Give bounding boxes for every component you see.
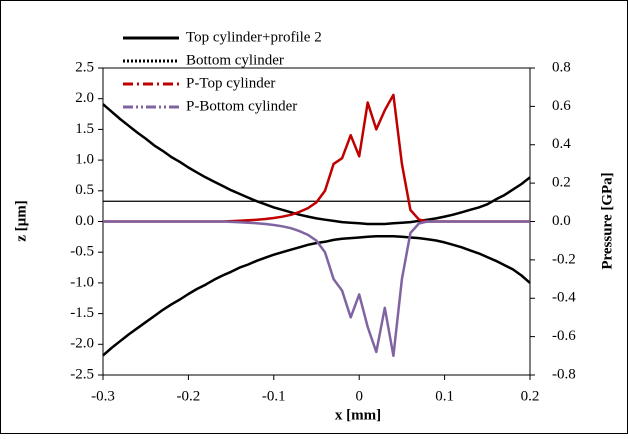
legend-label: Top cylinder+profile 2 — [186, 29, 322, 45]
series-line — [102, 234, 531, 357]
y-tick-label: 0.0 — [75, 213, 94, 229]
y-tick-label: -1.0 — [70, 274, 94, 290]
y2-tick-label: 0.2 — [552, 175, 571, 191]
y-tick-label: 2.0 — [75, 90, 94, 106]
y-tick-label: -1.5 — [70, 305, 94, 321]
y2-tick-label: 0.0 — [552, 213, 571, 229]
y-tick-label: -0.5 — [70, 244, 94, 260]
x-tick-label: 0 — [355, 388, 363, 404]
y-tick-label: 2.5 — [75, 59, 94, 75]
y-tick-label: 1.0 — [75, 152, 94, 168]
legend-label: Bottom cylinder — [186, 52, 284, 68]
y2-tick-label: -0.6 — [552, 328, 576, 344]
legend-label: P-Bottom cylinder — [186, 98, 297, 114]
y2-tick-label: -0.2 — [552, 251, 576, 267]
y-axis-title: z [µm] — [13, 200, 29, 242]
x-tick-label: 0.1 — [435, 388, 454, 404]
y2-tick-label: 0.4 — [552, 136, 571, 152]
series-line — [102, 103, 531, 226]
x-tick-label: -0.3 — [91, 388, 115, 404]
series-line — [103, 220, 530, 358]
y-tick-label: 1.5 — [75, 121, 94, 137]
x-tick-label: -0.2 — [177, 388, 201, 404]
x-tick-label: -0.1 — [262, 388, 286, 404]
y-tick-label: 0.5 — [75, 182, 94, 198]
legend-label: P-Top cylinder — [186, 75, 275, 91]
y2-tick-label: -0.8 — [552, 366, 576, 382]
y2-axis-title: Pressure [GPa] — [599, 172, 615, 269]
y2-tick-label: -0.4 — [552, 290, 576, 306]
y-tick-label: -2.5 — [70, 366, 94, 382]
y2-tick-label: 0.6 — [552, 98, 571, 114]
x-tick-label: 0.2 — [521, 388, 540, 404]
y2-tick-label: 0.8 — [552, 59, 571, 75]
y-tick-label: -2.0 — [70, 336, 94, 352]
x-axis-title: x [mm] — [335, 407, 381, 423]
